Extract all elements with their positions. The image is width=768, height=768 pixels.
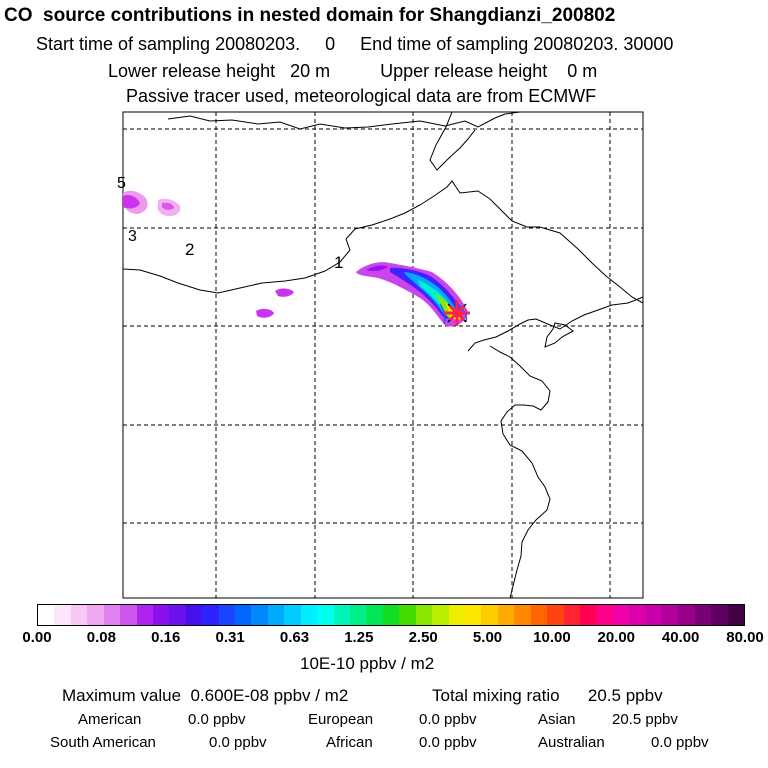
page-title: CO source contributions in nested domain… xyxy=(4,5,616,26)
colorbar-segment xyxy=(415,605,433,625)
source-name: Asian xyxy=(538,711,576,728)
map-label-5: 5 xyxy=(117,175,126,192)
colorbar-tick-label: 10.00 xyxy=(533,629,571,646)
source-name: African xyxy=(326,734,373,751)
plume-blob-2 xyxy=(256,308,274,318)
colorbar-segment xyxy=(432,605,449,625)
colorbar-segment xyxy=(612,605,630,625)
map-label-1: 1 xyxy=(334,253,343,272)
tracer-info-line: Passive tracer used, meteorological data… xyxy=(126,86,597,106)
colorbar-segment xyxy=(382,605,400,625)
colorbar-segment xyxy=(136,605,153,625)
colorbar-segment xyxy=(333,605,351,625)
colorbar-tick-label: 0.16 xyxy=(151,629,181,646)
map-gridlines xyxy=(123,112,643,598)
colorbar-segment xyxy=(678,605,695,625)
source-value: 0.0 ppbv xyxy=(419,734,477,751)
colorbar-segment xyxy=(70,605,88,625)
colorbar-segment xyxy=(547,605,564,625)
colorbar-segment xyxy=(284,605,301,625)
colorbar-segment xyxy=(399,605,416,625)
max-value-text: Maximum value 0.600E-08 ppbv / m2 xyxy=(62,686,349,705)
colorbar-unit: 10E-10 ppbv / m2 xyxy=(300,654,435,673)
colorbar-segment xyxy=(514,605,531,625)
colorbar-segment xyxy=(350,605,367,625)
colorbar-segment xyxy=(694,605,712,625)
colorbar-segment xyxy=(596,605,613,625)
sampling-time-line: Start time of sampling 20080203. 0 End t… xyxy=(36,34,674,54)
colorbar xyxy=(37,604,745,626)
colorbar-segment xyxy=(317,605,334,625)
station-marker xyxy=(444,300,470,326)
colorbar-tick-label: 5.00 xyxy=(472,629,503,646)
source-value: 0.0 ppbv xyxy=(419,711,477,728)
colorbar-tick-label: 1.25 xyxy=(344,629,374,646)
colorbar-tick-label: 20.00 xyxy=(597,629,636,646)
colorbar-segment xyxy=(563,605,580,625)
colorbar-segment xyxy=(530,605,548,625)
colorbar-segment xyxy=(629,605,646,625)
source-value: 0.0 ppbv xyxy=(651,734,709,751)
colorbar-segment xyxy=(464,605,482,625)
colorbar-segment xyxy=(448,605,465,625)
plume-blob-1 xyxy=(275,288,294,297)
source-value: 20.5 ppbv xyxy=(612,711,678,728)
map-frame xyxy=(122,111,644,599)
source-name: Australian xyxy=(538,734,605,751)
colorbar-segment xyxy=(267,605,285,625)
colorbar-segment xyxy=(103,605,121,625)
colorbar-segment xyxy=(54,605,71,625)
colorbar-tick-label: 0.31 xyxy=(215,629,245,646)
colorbar-segment xyxy=(366,605,383,625)
colorbar-segment xyxy=(38,605,55,625)
total-mixing-ratio: Total mixing ratio 20.5 ppbv xyxy=(432,686,663,705)
source-name: American xyxy=(78,711,142,728)
colorbar-segment xyxy=(87,605,104,625)
source-name: European xyxy=(308,711,374,728)
colorbar-segment xyxy=(251,605,268,625)
colorbar-segment xyxy=(300,605,318,625)
source-value: 0.0 ppbv xyxy=(188,711,246,728)
plume-west xyxy=(123,190,181,217)
colorbar-segment xyxy=(185,605,203,625)
colorbar-tick-label: 2.50 xyxy=(408,629,438,646)
colorbar-segment xyxy=(727,605,745,625)
colorbar-segment xyxy=(711,605,728,625)
release-height-line: Lower release height 20 m Upper release … xyxy=(108,61,598,81)
colorbar-segment xyxy=(497,605,515,625)
map-label-2: 2 xyxy=(185,240,194,259)
colorbar-segment xyxy=(662,605,679,625)
colorbar-segment xyxy=(169,605,186,625)
source-value: 0.0 ppbv xyxy=(209,734,267,751)
source-name: South American xyxy=(50,734,156,751)
colorbar-segment xyxy=(645,605,663,625)
colorbar-segment xyxy=(218,605,236,625)
colorbar-tick-label: 40.00 xyxy=(661,629,700,646)
coastlines xyxy=(122,111,644,599)
colorbar-segment xyxy=(202,605,219,625)
colorbar-segment xyxy=(120,605,137,625)
colorbar-tick-label: 0.00 xyxy=(22,629,52,646)
colorbar-segment xyxy=(235,605,252,625)
colorbar-tick-label: 0.63 xyxy=(279,629,310,646)
colorbar-tick-label: 80.00 xyxy=(726,629,764,646)
colorbar-segment xyxy=(579,605,597,625)
map-label-3: 3 xyxy=(128,228,137,245)
colorbar-segment xyxy=(481,605,498,625)
colorbar-segment xyxy=(152,605,170,625)
colorbar-tick-label: 0.08 xyxy=(86,629,116,646)
